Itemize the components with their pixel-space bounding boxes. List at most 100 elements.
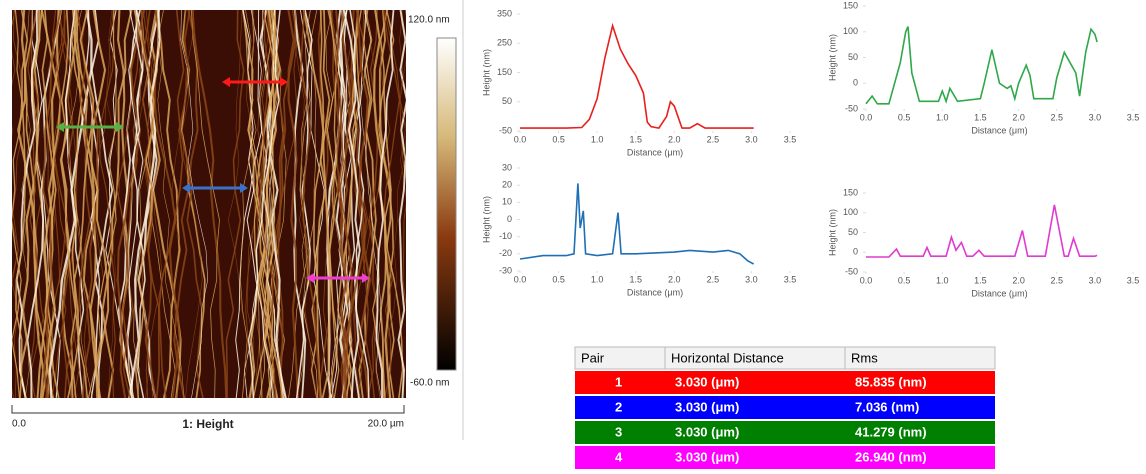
x-tick-label: 0.0: [860, 275, 873, 285]
fiber: [175, 10, 204, 398]
y-tick-label: 0: [507, 214, 512, 224]
fiber: [87, 10, 117, 398]
afm-fibers: [12, 10, 426, 400]
fiber: [180, 10, 208, 398]
cell-text: 1: [615, 374, 622, 389]
fiber: [240, 10, 257, 398]
x-tick-label: 0.5: [552, 134, 565, 144]
x-tick-label: 1.5: [629, 134, 642, 144]
header-text: Horizontal Distance: [671, 350, 784, 365]
y-tick-label: -20: [499, 248, 512, 258]
image-caption: 1: Height: [182, 417, 233, 431]
fiber: [302, 10, 327, 398]
fiber: [63, 10, 91, 398]
fiber: [411, 10, 426, 400]
fiber: [15, 10, 28, 398]
scale-end: 20.0 µm: [368, 419, 404, 430]
y-tick-label: -50: [845, 103, 858, 113]
fiber: [353, 10, 391, 398]
x-tick-label: 3.0: [745, 274, 758, 284]
y-tick-label: 50: [848, 227, 858, 237]
scale-start: 0.0: [12, 419, 26, 430]
fiber: [367, 10, 379, 398]
x-axis-title: Distance (μm): [971, 125, 1027, 135]
fiber: [67, 10, 95, 398]
fiber: [262, 10, 284, 398]
profile-arrows: [56, 77, 370, 283]
fiber: [31, 10, 61, 398]
x-tick-label: 1.0: [591, 274, 604, 284]
fiber: [339, 10, 356, 398]
colorbar-max: 120.0 nm: [408, 15, 450, 26]
y-tick-label: -30: [499, 265, 512, 275]
fiber: [17, 10, 45, 398]
fiber: [322, 10, 340, 398]
fiber: [12, 10, 23, 398]
fiber: [156, 10, 185, 398]
x-tick-label: 3.5: [784, 134, 797, 144]
y-axis-title: Height (nm): [827, 209, 837, 256]
fiber: [379, 10, 404, 398]
y-tick-label: 20: [502, 180, 512, 190]
fiber: [155, 10, 191, 398]
y-tick-label: 0: [853, 247, 858, 257]
fiber: [341, 10, 372, 398]
fiber: [99, 10, 116, 398]
fiber: [319, 10, 331, 398]
y-axis-title: Height (nm): [827, 34, 837, 81]
fiber: [387, 59, 406, 398]
y-tick-label: 30: [502, 162, 512, 172]
y-tick-label: 150: [497, 67, 512, 77]
fiber: [89, 10, 107, 398]
x-tick-label: 2.0: [668, 134, 681, 144]
fiber: [255, 10, 279, 398]
y-tick-label: 100: [843, 207, 858, 217]
fiber: [12, 10, 24, 398]
x-tick-label: 0.0: [860, 112, 873, 122]
cell-text: 41.279 (nm): [855, 424, 927, 439]
fiber: [360, 10, 382, 398]
header-text: Rms: [851, 350, 878, 365]
x-axis-title: Distance (μm): [627, 287, 683, 297]
x-tick-label: 1.0: [936, 275, 949, 285]
y-axis-title: Height (nm): [481, 196, 491, 243]
cell-text: 3.030 (μm): [675, 399, 739, 414]
x-tick-label: 3.5: [784, 274, 797, 284]
x-tick-label: 1.5: [974, 275, 987, 285]
fiber: [133, 10, 164, 398]
fiber: [191, 10, 228, 398]
x-tick-label: 1.0: [936, 112, 949, 122]
fiber: [342, 10, 361, 398]
fiber: [48, 10, 93, 398]
y-tick-label: 150: [843, 0, 858, 10]
fiber: [128, 10, 161, 398]
fiber: [294, 10, 318, 398]
cell-text: 3: [615, 424, 622, 439]
x-tick-label: 0.5: [898, 112, 911, 122]
profile-line: [866, 204, 1098, 258]
fiber: [133, 10, 155, 398]
fiber: [375, 10, 395, 398]
fiber: [42, 10, 62, 398]
fiber: [12, 50, 19, 398]
y-tick-label: -50: [845, 266, 858, 276]
fiber: [259, 10, 277, 398]
y-axis-title: Height (nm): [481, 49, 491, 96]
row-bg: [575, 371, 995, 394]
colorbar-min: -60.0 nm: [410, 378, 449, 389]
y-tick-label: -50: [499, 125, 512, 135]
fiber: [397, 10, 406, 398]
row-bg: [575, 396, 995, 419]
x-tick-label: 2.5: [1050, 112, 1063, 122]
fiber: [235, 10, 263, 398]
x-tick-label: 1.5: [629, 274, 642, 284]
fiber: [352, 10, 376, 398]
fiber: [261, 10, 280, 398]
fiber: [116, 10, 146, 398]
fiber: [252, 10, 277, 398]
cell-text: 3.030 (μm): [675, 424, 739, 439]
x-tick-label: 1.5: [974, 112, 987, 122]
profile-line: [520, 22, 754, 129]
fiber: [345, 10, 362, 398]
